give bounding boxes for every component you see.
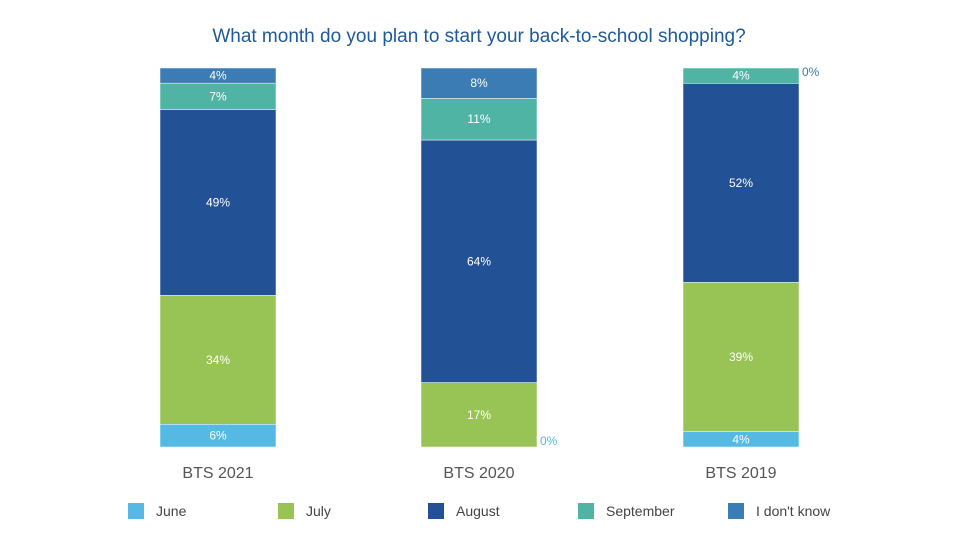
data-label-zero: 0% (540, 434, 558, 448)
bar-segment-august-1 (420, 139, 538, 383)
data-label: 8% (470, 76, 488, 90)
legend-swatch (278, 503, 294, 519)
legend-swatch (728, 503, 744, 519)
data-label: 11% (467, 112, 490, 126)
data-label: 49% (206, 196, 230, 210)
bar-segment-august-2 (682, 83, 800, 283)
bar-segment-i-don-t-know-0 (159, 67, 277, 84)
category-label: BTS 2019 (705, 465, 776, 482)
data-label: 34% (206, 353, 230, 367)
bar-segment-i-don-t-know-1 (420, 67, 538, 99)
data-label: 39% (729, 350, 753, 364)
legend-label: I don't know (756, 503, 831, 519)
bar-segment-july-2 (682, 282, 800, 432)
bar-segment-september-0 (159, 82, 277, 110)
legend-label: June (156, 503, 187, 519)
data-label: 52% (729, 176, 753, 190)
legend-swatch (128, 503, 144, 519)
bar-segment-september-2 (682, 67, 800, 84)
data-label: 4% (732, 432, 750, 446)
data-label: 6% (209, 429, 227, 443)
data-label: 4% (732, 69, 750, 83)
legend-swatch (428, 503, 444, 519)
chart-title: What month do you plan to start your bac… (212, 26, 745, 47)
legend-label: September (606, 503, 675, 519)
data-label-zero: 0% (802, 65, 820, 79)
bar-segment-july-0 (159, 295, 277, 425)
data-label: 17% (467, 408, 491, 422)
data-label: 64% (467, 254, 491, 268)
legend-swatch (578, 503, 594, 519)
category-label: BTS 2020 (443, 465, 514, 482)
legend-label: July (306, 503, 331, 519)
bar-segment-september-1 (420, 98, 538, 141)
data-label: 4% (209, 69, 227, 83)
legend-label: August (456, 503, 500, 519)
category-label: BTS 2021 (182, 465, 253, 482)
data-label: 7% (209, 89, 227, 103)
